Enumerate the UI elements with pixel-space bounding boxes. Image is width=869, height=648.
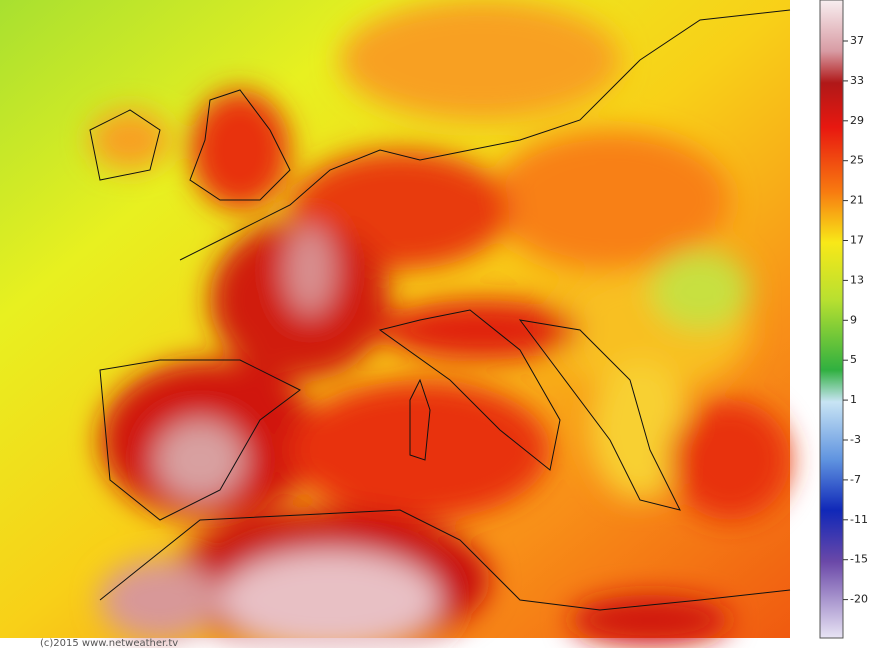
colorbar-tick-label: 21 [850,194,864,207]
colorbar-tick-label: 9 [850,313,857,326]
colorbar-tick-label: -15 [850,553,868,566]
colorbar-tick-label: 1 [850,393,857,406]
colorbar-tick-label: 17 [850,234,864,247]
colorbar-tick-label: 13 [850,273,864,286]
colorbar-tick-label: -7 [850,473,861,486]
colorbar [819,0,844,639]
colorbar-tick-label: 5 [850,353,857,366]
credit: (c)2015 www.netweather.tv [40,638,178,648]
colorbar-tick-label: 25 [850,154,864,167]
colorbar-tick-label: 29 [850,114,864,127]
colorbar-tick-label: 33 [850,74,864,87]
colorbar-tick-label: -3 [850,433,861,446]
colorbar-tick-label: 37 [850,34,864,47]
map [0,0,791,648]
colorbar-tick-label: -11 [850,513,868,526]
colorbar-tick-label: -20 [850,593,868,606]
